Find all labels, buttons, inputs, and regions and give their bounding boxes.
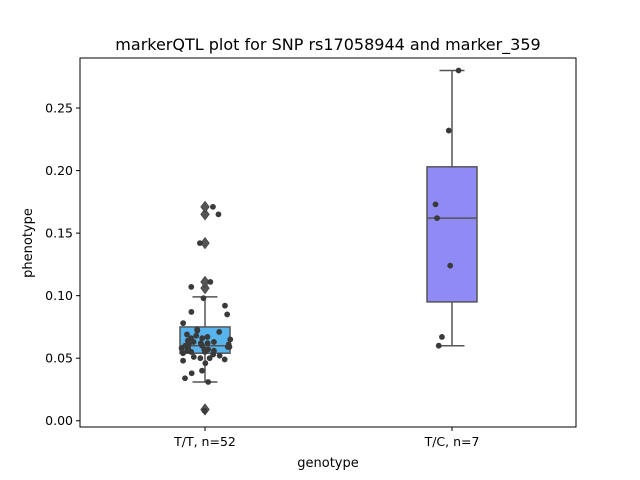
outlier-marker: [200, 200, 210, 213]
y-axis: 0.00 0.05 0.10 0.15 0.20 0.25: [45, 101, 80, 428]
data-point: [455, 67, 462, 74]
data-point: [227, 336, 234, 343]
plot-area: [178, 67, 478, 416]
data-point: [211, 339, 217, 345]
data-point: [201, 407, 208, 414]
data-point: [216, 352, 223, 359]
y-tick-label: 0.20: [45, 163, 73, 178]
y-axis-label: phenotype: [21, 208, 36, 278]
data-point: [194, 326, 201, 333]
data-point: [184, 331, 190, 338]
y-tick-label: 0.10: [45, 288, 73, 303]
data-point: [204, 340, 211, 347]
data-point: [216, 329, 223, 335]
data-point: [215, 211, 222, 218]
data-point: [439, 334, 445, 340]
x-tick-label: T/C, n=7: [424, 434, 480, 449]
y-tick-label: 0.15: [45, 226, 73, 241]
data-point: [207, 279, 214, 285]
data-point: [197, 355, 204, 362]
box-group-1: [426, 69, 478, 347]
data-point: [204, 334, 211, 340]
data-point: [180, 320, 187, 327]
data-point: [432, 201, 439, 208]
data-point: [222, 302, 228, 309]
data-point: [434, 215, 440, 222]
data-point: [197, 340, 204, 347]
data-point: [435, 342, 442, 349]
data-point: [199, 335, 206, 342]
data-point: [221, 356, 228, 363]
data-point: [205, 379, 212, 385]
outlier-marker: [200, 282, 210, 295]
y-tick-label: 0.05: [45, 351, 73, 366]
data-point: [180, 350, 186, 357]
iqr-box: [426, 166, 478, 303]
y-tick-label: 0.00: [45, 413, 73, 428]
chart-title: markerQTL plot for SNP rs17058944 and ma…: [115, 35, 540, 55]
data-point: [224, 311, 231, 318]
data-point: [193, 332, 200, 339]
x-axis: T/T, n=52 T/C, n=7: [173, 427, 479, 449]
data-point: [182, 375, 188, 382]
data-point: [202, 360, 209, 367]
outlier-marker: [200, 275, 210, 289]
y-tick-label: 0.25: [45, 101, 73, 116]
data-point: [210, 203, 216, 210]
data-point: [188, 284, 195, 290]
data-point: [447, 262, 454, 269]
data-point: [188, 335, 194, 342]
data-point: [196, 240, 203, 247]
data-point: [190, 354, 197, 360]
data-point: [188, 309, 195, 315]
plot-frame: [79, 57, 577, 428]
data-point: [211, 347, 217, 354]
data-point: [206, 355, 213, 362]
x-axis-label: genotype: [297, 456, 358, 471]
data-point: [225, 341, 232, 348]
x-tick-label: T/T, n=52: [173, 434, 236, 449]
data-point: [188, 370, 195, 377]
box-group-0: [179, 200, 231, 416]
outlier-marker: [200, 237, 210, 250]
data-point: [200, 295, 207, 302]
outlier-marker: [200, 208, 210, 221]
data-point: [180, 357, 186, 364]
data-point: [445, 127, 452, 134]
data-point: [199, 367, 205, 374]
